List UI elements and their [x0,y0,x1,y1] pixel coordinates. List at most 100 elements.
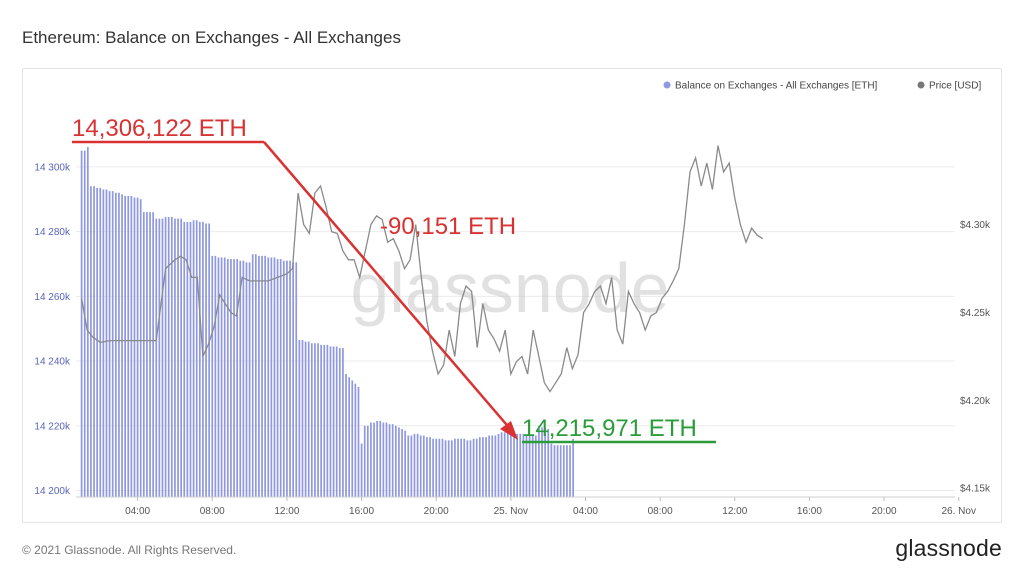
balance-bar [351,380,354,497]
y-right-tick-label: $4.15k [960,484,991,495]
balance-bar [513,433,515,497]
page-title: Ethereum: Balance on Exchanges - All Exc… [22,28,401,47]
balance-bar [127,195,130,497]
legend-balance-label[interactable]: Balance on Exchanges - All Exchanges [ET… [675,81,878,92]
grid-layer [76,166,955,492]
balance-bar [335,346,338,497]
balance-bar [307,341,310,497]
balance-bar [239,260,242,497]
balance-bar [363,425,366,497]
balance-bar [180,218,183,497]
balance-bar [108,191,111,498]
balance-bar [230,259,232,497]
balance-bar [301,340,304,497]
balance-bar [559,445,562,497]
balance-bar [111,191,114,498]
balance-bar [401,429,403,497]
balance-bar [500,432,503,497]
x-tick-label: 26. Nov [941,506,975,517]
chart-frame [22,68,1002,523]
glassnode-logo[interactable]: glassnode [895,535,1002,561]
balance-bar [531,435,534,497]
balance-bar [118,192,120,497]
balance-bar [360,443,363,497]
balance-bar [376,420,379,497]
y-left-tick-label: 14 280k [34,227,71,238]
balance-bar [510,432,512,497]
balance-bar [444,440,447,497]
balance-bar [114,192,117,497]
balance-bar [245,262,248,497]
balance-bar [354,383,357,497]
y-left-tick-label: 14 220k [34,421,71,432]
balance-bar [391,424,394,497]
balance-bar [105,189,108,497]
balance-bar [323,344,326,497]
y-right-tick-label: $4.25k [960,308,991,319]
balance-bar [370,422,372,497]
balance-bar [177,218,179,497]
legend-balance-swatch [663,81,671,89]
balance-bar [429,437,431,497]
balance-bar [326,344,329,497]
balance-bar [422,435,425,497]
balance-bar [142,212,145,497]
balance-bar [310,343,313,497]
balance-bar [152,212,155,497]
balance-bar [195,220,198,497]
watermark: glassnode [350,249,669,327]
balance-bar [267,257,270,497]
balance-bar [379,420,382,497]
balance-bar [124,195,127,497]
balance-bar [276,259,279,497]
start-balance-label: 14,306,122 ETH [72,115,247,142]
balance-bar [270,257,273,497]
balance-bar [289,260,291,497]
balance-bar [133,197,136,497]
balance-bar [158,218,161,497]
balance-bar [295,262,298,497]
balance-bar [525,435,528,497]
balance-bar [538,425,540,497]
balance-bar [332,346,335,497]
balance-bar [426,437,428,497]
balance-bar [329,346,332,497]
balance-bar [83,150,86,497]
x-tick-label: 04:00 [573,506,598,517]
balance-bar [161,218,164,497]
balance-bar [80,150,83,497]
balance-bar [258,255,260,497]
balance-bar [211,255,214,497]
balance-bar [404,430,407,497]
balance-bar [167,217,170,497]
balance-bar [566,445,568,497]
balance-bar [155,218,158,497]
balance-bar [485,437,487,497]
balance-bar [447,440,450,497]
balance-bar [385,422,388,497]
balance-bar [149,212,151,497]
balance-bar [220,257,223,497]
balance-bar [497,433,500,497]
annotations: 14,306,122 ETH -90,151 ETH 14,215,971 ET… [72,115,716,444]
balance-bar [516,433,518,497]
balance-bar [192,220,195,497]
x-tick-label: 12:00 [274,506,299,517]
balance-bar [562,445,565,497]
balance-bar [506,432,509,497]
x-tick-label: 20:00 [872,506,897,517]
balance-bar [146,212,148,497]
balance-bar [416,433,419,497]
x-tick-label: 16:00 [797,506,822,517]
price-line [80,145,764,393]
legend-price-label[interactable]: Price [USD] [929,81,981,92]
balance-bar [413,433,416,497]
balance-bar [547,429,550,497]
price-line-layer [80,145,764,393]
balance-bar [136,197,139,497]
balance-bar [189,221,192,498]
balance-bar [419,435,422,497]
balance-bar [528,435,531,497]
balance-bar [226,259,229,497]
balance-bar [254,254,257,497]
